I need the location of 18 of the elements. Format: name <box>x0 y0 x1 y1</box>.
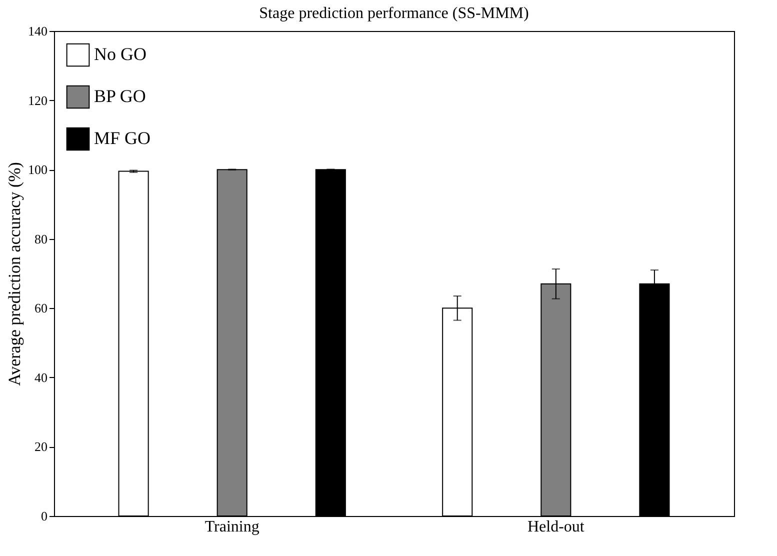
y-tick-label: 80 <box>34 231 48 246</box>
y-tick-label: 120 <box>28 92 48 108</box>
x-tick-label: Held-out <box>527 518 585 536</box>
y-tick-label: 40 <box>34 370 48 385</box>
x-tick-label: Training <box>204 518 260 536</box>
bar <box>216 169 248 516</box>
y-axis-title: Average prediction accuracy (%) <box>5 162 24 386</box>
y-tick-label: 100 <box>28 162 48 178</box>
y-tick-label: 20 <box>34 439 48 454</box>
y-tick-label: 60 <box>34 300 48 316</box>
legend-label: MF GO <box>94 128 151 148</box>
bar <box>118 170 149 516</box>
legend-label: No GO <box>94 44 146 64</box>
bar <box>315 169 346 516</box>
y-tick-label: 0 <box>41 508 48 524</box>
legend-label: BP GO <box>94 86 146 106</box>
chart-title: Stage prediction performance (SS-MMM) <box>259 5 529 22</box>
y-tick-label: 140 <box>28 24 48 38</box>
